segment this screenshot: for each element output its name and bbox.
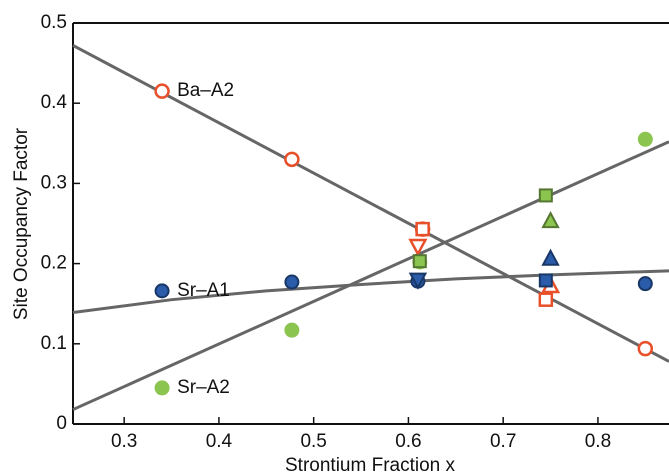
x-tick-label: 0.8 [585, 431, 611, 452]
y-tick-label: 0.1 [41, 333, 67, 354]
fit-line [72, 44, 669, 363]
marker [408, 272, 428, 290]
marker [538, 188, 553, 203]
marker [154, 283, 170, 299]
marker [538, 292, 554, 307]
y-tick-label: 0.3 [41, 172, 67, 193]
marker [541, 210, 560, 229]
marker [284, 151, 300, 168]
marker [637, 340, 654, 357]
y-axis-label: Site Occupancy Factor [11, 127, 32, 320]
x-tick-label: 0.7 [490, 431, 516, 452]
marker [408, 238, 428, 257]
y-tick-label: 0.2 [41, 253, 67, 274]
marker [541, 248, 560, 266]
marker [637, 131, 653, 147]
fit-line [72, 140, 669, 411]
marker [412, 254, 427, 269]
marker [154, 83, 170, 99]
marker [284, 274, 300, 290]
marker [284, 322, 300, 338]
x-axis-label: Strontium Fraction x [285, 455, 455, 476]
y-tick-label: 0.5 [41, 12, 67, 33]
marker [154, 380, 170, 396]
series-label: Ba–A2 [177, 80, 234, 101]
x-tick-label: 0.6 [395, 431, 421, 452]
series-label: Sr–A1 [177, 280, 230, 301]
x-tick-label: 0.3 [111, 431, 137, 452]
y-tick-label: 0 [56, 413, 67, 434]
marker [415, 221, 430, 237]
series-label: Sr–A2 [177, 377, 230, 398]
x-tick-label: 0.5 [300, 431, 326, 452]
y-tick-label: 0.4 [41, 92, 68, 113]
marker [538, 273, 553, 288]
x-tick-label: 0.4 [206, 431, 233, 452]
marker [637, 276, 653, 292]
